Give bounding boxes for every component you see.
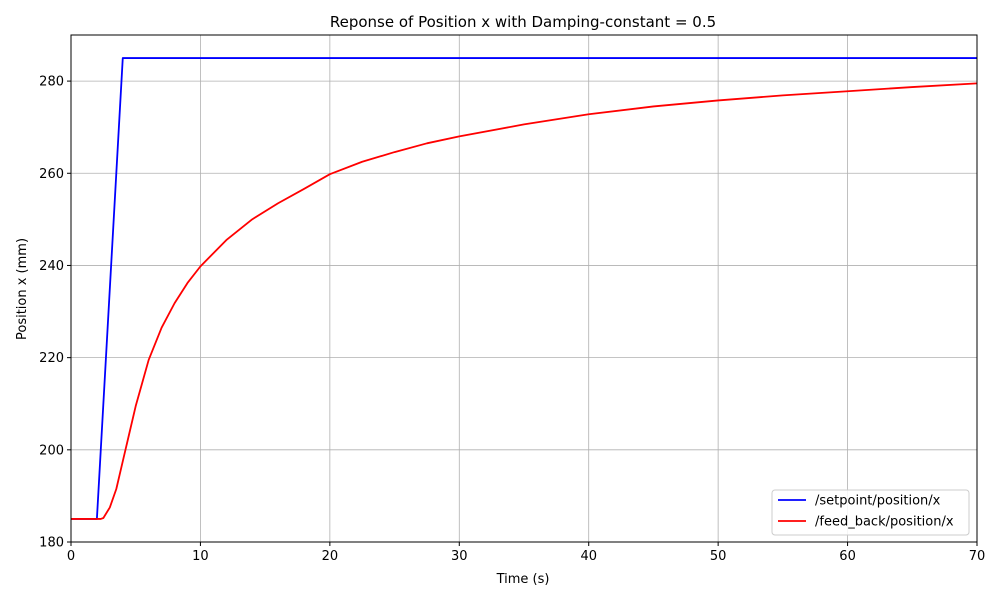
y-tick-label: 180 [39,536,64,551]
x-tick-label: 10 [192,549,209,564]
y-tick-label: 240 [39,259,64,274]
legend: /setpoint/position/x/feed_back/position/… [771,489,970,536]
x-axis-label: Time (s) [496,572,550,587]
x-tick-label: 0 [67,549,75,564]
x-tick-label: 60 [839,549,856,564]
x-tick-label: 30 [451,549,468,564]
y-axis-label: Position x (mm) [15,238,30,340]
x-tick-label: 40 [580,549,597,564]
plot-frame [70,34,978,543]
series-line-2 [71,82,978,520]
chart-title: Reponse of Position x with Damping-const… [330,13,716,31]
legend-label: /feed_back/position/x [815,515,954,530]
y-tick-label: 220 [39,351,64,366]
x-tick-label: 70 [969,549,986,564]
y-tick-label: 280 [39,75,64,90]
y-tick-label: 260 [39,167,64,182]
grid-lines [70,35,978,543]
x-tick-label: 20 [322,549,339,564]
legend-box [771,489,970,536]
x-axis-ticks: 0 10 20 30 40 50 60 70 [67,542,985,564]
x-tick-label: 50 [710,549,727,564]
series-layer [71,57,978,520]
legend-label: /setpoint/position/x [815,494,941,509]
y-axis-ticks: 180 200 220 240 260 280 [39,75,71,551]
y-tick-label: 200 [39,443,64,458]
